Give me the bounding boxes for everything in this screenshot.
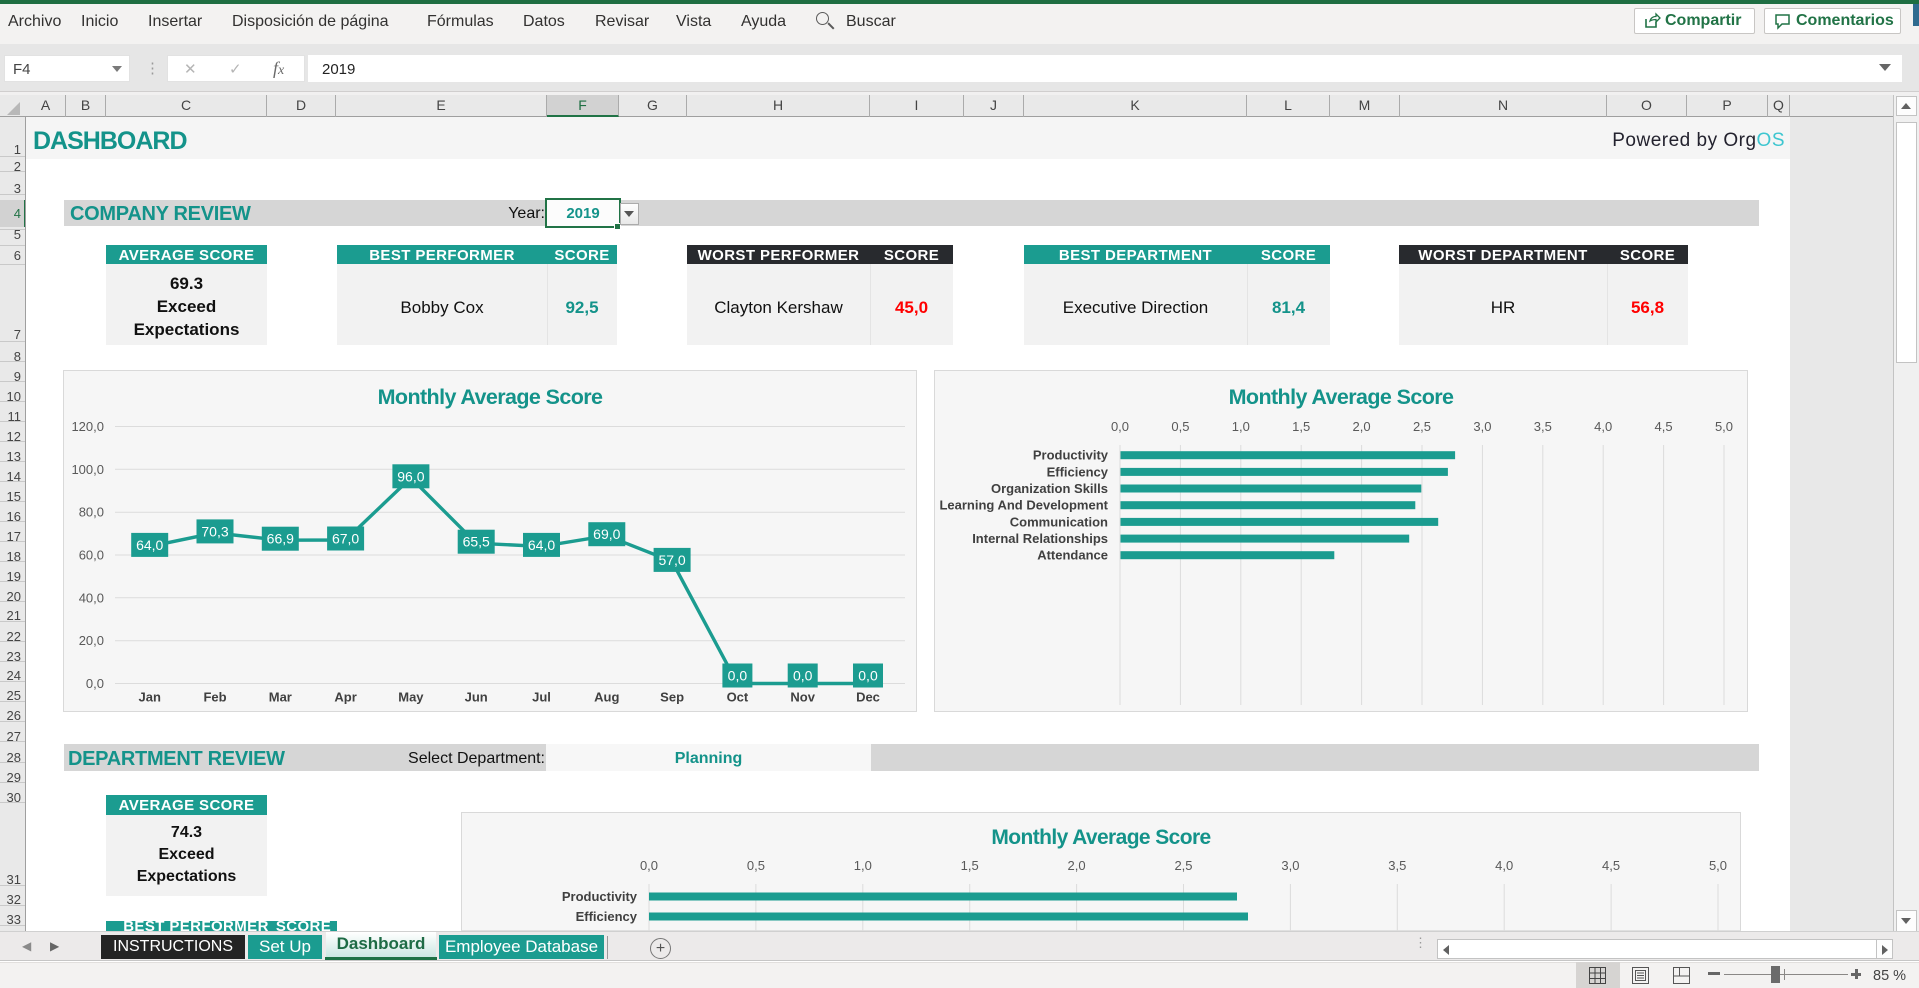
svg-text:1,0: 1,0 — [1232, 419, 1250, 434]
svg-text:Attendance: Attendance — [1037, 548, 1108, 563]
svg-text:0,0: 0,0 — [858, 668, 878, 684]
svg-text:Jun: Jun — [465, 690, 488, 705]
svg-text:Monthly Average Score: Monthly Average Score — [991, 826, 1210, 849]
svg-text:1,5: 1,5 — [961, 858, 979, 873]
svg-text:Productivity: Productivity — [1033, 448, 1109, 463]
svg-text:64,0: 64,0 — [528, 537, 555, 553]
svg-text:Nov: Nov — [790, 690, 815, 705]
svg-text:80,0: 80,0 — [79, 505, 104, 520]
svg-text:Aug: Aug — [594, 690, 619, 705]
svg-text:66,9: 66,9 — [267, 531, 294, 547]
svg-text:1,0: 1,0 — [854, 858, 872, 873]
svg-text:Mar: Mar — [269, 690, 292, 705]
svg-text:20,0: 20,0 — [79, 633, 104, 648]
svg-text:2,5: 2,5 — [1174, 858, 1192, 873]
svg-text:4,5: 4,5 — [1602, 858, 1620, 873]
svg-text:Jul: Jul — [532, 690, 551, 705]
svg-text:70,3: 70,3 — [201, 523, 228, 539]
svg-text:1,5: 1,5 — [1292, 419, 1310, 434]
svg-text:Organization Skills: Organization Skills — [991, 481, 1108, 496]
svg-text:0,5: 0,5 — [1171, 419, 1189, 434]
svg-text:Efficiency: Efficiency — [1047, 464, 1109, 479]
svg-text:2,0: 2,0 — [1353, 419, 1371, 434]
svg-text:4,0: 4,0 — [1495, 858, 1513, 873]
svg-text:69,0: 69,0 — [593, 526, 620, 542]
svg-text:Sep: Sep — [660, 690, 684, 705]
svg-text:3,5: 3,5 — [1534, 419, 1552, 434]
svg-text:40,0: 40,0 — [79, 590, 104, 605]
svg-text:Dec: Dec — [856, 690, 880, 705]
svg-text:Monthly Average Score: Monthly Average Score — [378, 385, 603, 409]
svg-text:Monthly Average Score: Monthly Average Score — [1229, 385, 1454, 409]
svg-text:Internal Relationships: Internal Relationships — [972, 531, 1108, 546]
svg-text:5,0: 5,0 — [1709, 858, 1727, 873]
svg-text:64,0: 64,0 — [136, 537, 163, 553]
svg-text:4,0: 4,0 — [1594, 419, 1612, 434]
svg-text:120,0: 120,0 — [71, 419, 104, 434]
svg-text:96,0: 96,0 — [397, 468, 424, 484]
svg-text:3,5: 3,5 — [1388, 858, 1406, 873]
svg-text:3,0: 3,0 — [1281, 858, 1299, 873]
svg-text:2,0: 2,0 — [1068, 858, 1086, 873]
svg-text:0,0: 0,0 — [1111, 419, 1129, 434]
svg-text:65,5: 65,5 — [463, 534, 490, 550]
svg-text:May: May — [398, 690, 424, 705]
svg-text:3,0: 3,0 — [1473, 419, 1491, 434]
svg-text:Feb: Feb — [203, 690, 226, 705]
svg-text:Efficiency: Efficiency — [576, 909, 638, 924]
svg-text:5,0: 5,0 — [1715, 419, 1733, 434]
svg-text:0,5: 0,5 — [747, 858, 765, 873]
svg-text:67,0: 67,0 — [332, 531, 359, 547]
svg-text:Apr: Apr — [334, 690, 356, 705]
svg-text:60,0: 60,0 — [79, 548, 104, 563]
svg-text:100,0: 100,0 — [71, 462, 104, 477]
svg-text:Jan: Jan — [138, 690, 160, 705]
svg-text:2,5: 2,5 — [1413, 419, 1431, 434]
svg-text:0,0: 0,0 — [728, 668, 748, 684]
svg-text:Oct: Oct — [727, 690, 749, 705]
svg-text:0,0: 0,0 — [640, 858, 658, 873]
svg-text:4,5: 4,5 — [1655, 419, 1673, 434]
svg-text:Communication: Communication — [1010, 514, 1108, 529]
svg-text:57,0: 57,0 — [658, 552, 685, 568]
svg-text:Learning And Development: Learning And Development — [939, 498, 1108, 513]
svg-text:0,0: 0,0 — [793, 668, 813, 684]
svg-text:0,0: 0,0 — [86, 676, 104, 691]
svg-text:Productivity: Productivity — [562, 889, 638, 904]
